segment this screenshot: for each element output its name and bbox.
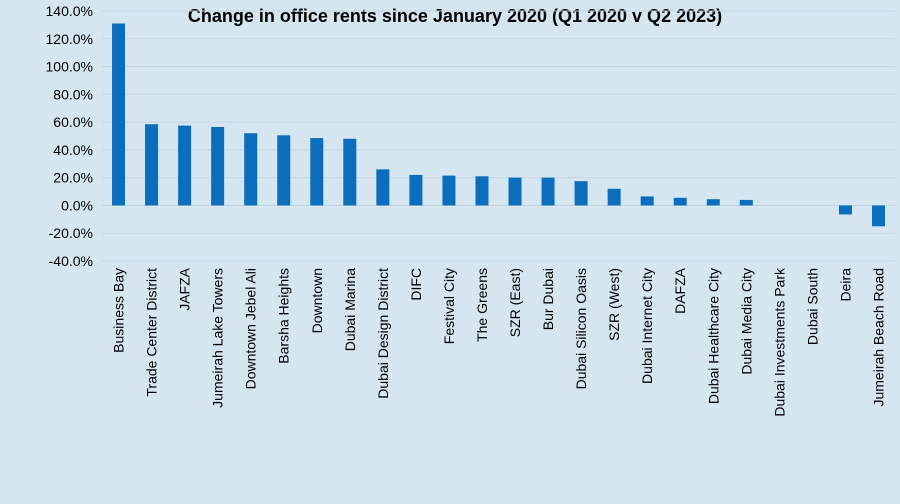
bar [277,135,291,206]
bar [640,196,654,206]
gridlines [102,10,895,262]
x-category-label: Dubai Media City [738,268,754,375]
x-category-label: Dubai Investments Park [771,267,787,417]
x-category-label: JAFZA [177,267,193,310]
y-tick-label: -40.0% [49,253,93,269]
y-tick-label: 0.0% [61,197,93,213]
x-category-label: Festival City [441,268,457,344]
bar [409,174,423,206]
x-category-label: Dubai South [804,268,820,345]
x-category-label: Downtown [309,268,325,333]
bar [838,205,852,215]
x-category-label: SZR (East) [507,268,523,337]
x-category-label: The Greens [474,268,490,342]
x-category-label: Dubai Internet City [639,268,655,384]
bar [310,138,324,206]
x-axis-category-labels: Business Bay Trade Center District JAFZA Ju… [111,267,887,417]
bar [706,199,720,206]
x-category-label: Bur Dubai [540,268,556,330]
y-axis-tick-labels: 140.0% 120.0% 100.0% 80.0% 60.0% 40.0% 20.0% 0.… [46,3,93,269]
x-category-label: DAFZA [672,267,688,314]
bar [541,177,555,206]
bar [244,133,258,206]
bar [673,197,687,206]
bar [739,199,753,206]
bar [211,126,225,206]
x-category-label: Dubai Healthcare City [705,268,721,404]
y-tick-label: 100.0% [46,59,93,75]
y-tick-label: 140.0% [46,3,93,19]
x-category-label: DIFC [408,268,424,301]
bar [475,176,489,206]
y-tick-label: -20.0% [49,225,93,241]
bars [112,23,885,227]
x-category-label: Dubai Marina [342,268,358,351]
bar [871,205,885,227]
x-category-label: Dubai Design District [375,268,391,399]
x-category-label: SZR (West) [606,268,622,341]
x-category-label: Deira [837,268,853,302]
bar [376,169,390,206]
x-category-label: Business Bay [111,268,127,353]
bar [178,125,192,206]
bar [442,175,456,206]
y-tick-label: 40.0% [53,142,93,158]
bar [112,23,126,206]
x-category-label: Downtown Jebel Ali [243,268,259,389]
x-category-label: Trade Center District [144,268,160,397]
y-tick-label: 120.0% [46,31,93,47]
bar [607,188,621,206]
x-category-label: Barsha Heights [276,268,292,364]
y-tick-label: 60.0% [53,114,93,130]
x-category-label: Dubai Silicon Oasis [573,268,589,389]
bar [508,177,522,206]
y-tick-label: 20.0% [53,170,93,186]
x-category-label: Jumeirah Lake Towers [210,268,226,408]
bar [574,181,588,206]
x-category-label: Jumeirah Beach Road [870,268,886,407]
y-tick-label: 80.0% [53,86,93,102]
bar [343,138,357,206]
bar [145,124,159,206]
